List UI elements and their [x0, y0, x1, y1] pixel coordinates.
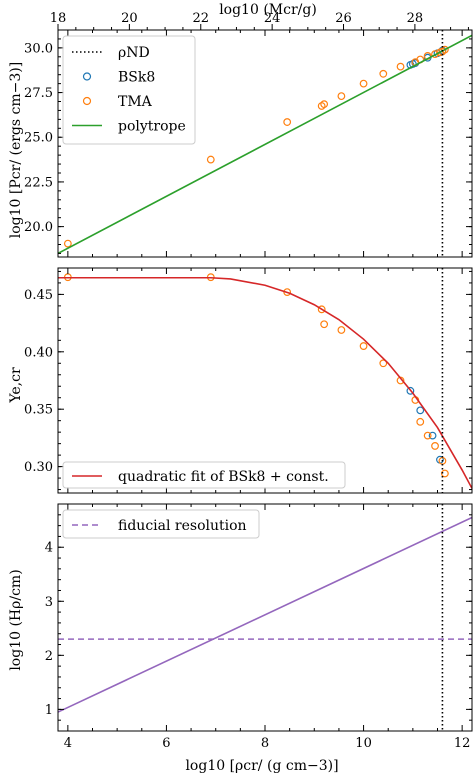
data-point-tma: [63, 239, 72, 248]
scale-height-y-label: log10 (Hρ/cm): [8, 569, 24, 670]
y-tick-label: 0.45: [24, 288, 53, 303]
legend-box: [62, 35, 196, 145]
y-tick-label: 4: [45, 541, 53, 556]
data-point-tma: [283, 118, 292, 126]
y-tick-label: 3: [45, 595, 53, 610]
top-tick-label: 22: [192, 11, 209, 26]
legend-label: polytrope: [118, 119, 186, 135]
data-point-tma: [431, 442, 439, 450]
plot-area: [58, 30, 472, 257]
legend-label: ρND: [118, 45, 150, 61]
data-point-tma: [320, 100, 329, 109]
top-tick-label: 24: [264, 11, 281, 26]
data-point-tma: [431, 50, 439, 59]
pressure-y-label: log10 [Pcr/ (ergs cm−3)]: [8, 62, 24, 238]
legend-label: fiducial resolution: [118, 518, 247, 534]
data-point-bsk8: [428, 431, 437, 440]
legend-box: [62, 461, 346, 489]
data-point-bsk8: [416, 406, 425, 415]
ye-panel: 0.30 0.35 0.40 0.45 quadratic fit of BSk8 + …: [24, 267, 473, 494]
y-tick-label: 20.0: [24, 220, 53, 235]
data-point-tma: [206, 155, 215, 164]
pressure-panel: 20.0 22.5 25.0 27.5 30.0 ρND BSk8 TMA polytrope: [24, 29, 473, 258]
legend-marker-icon: [82, 96, 92, 106]
legend-label: TMA: [118, 94, 153, 110]
data-point-bsk8: [406, 386, 415, 395]
y-tick-label: 27.5: [24, 86, 53, 101]
y-tick-label: 1: [45, 703, 53, 718]
data-point-tma: [317, 305, 326, 314]
y-tick-label: 25.0: [24, 131, 53, 146]
data-point-tma: [320, 320, 329, 329]
axes-frame: [57, 267, 473, 494]
data-point-tma: [379, 359, 388, 368]
x-tick-label: 12: [454, 736, 471, 751]
data-point-tma: [337, 326, 346, 334]
legend-marker-icon: [82, 72, 92, 81]
scale-height-legend: fiducial resolution: [62, 509, 260, 539]
x-tick-label: 6: [162, 736, 170, 751]
top-tick-label: 28: [407, 11, 424, 26]
y-tick-label: 30.0: [24, 41, 53, 56]
data-point-tma: [359, 342, 368, 350]
x-tick-label: 8: [261, 736, 269, 751]
y-tick-label: 2: [45, 649, 53, 664]
data-point-tma: [423, 431, 432, 440]
data-point-tma: [359, 79, 368, 88]
top-tick-label: 18: [50, 11, 67, 26]
y-tick-label: 0.40: [24, 345, 53, 360]
data-point-tma: [440, 469, 449, 478]
ye-legend: quadratic fit of BSk8 + const.: [62, 461, 346, 489]
top-tick-label: 20: [121, 11, 138, 26]
data-point-tma: [396, 62, 405, 71]
x-tick-label: 4: [64, 736, 72, 751]
top-mass-axis: 18 20 22 24 26 28: [50, 11, 469, 30]
data-point-tma: [416, 417, 425, 426]
series-line-polytrope: [58, 34, 472, 255]
y-tick-label: 22.5: [24, 175, 53, 190]
data-point-tma: [337, 92, 346, 101]
series-line-quadratic-fit-of-bsk8-const-: [58, 276, 472, 489]
legend-label: BSk8: [118, 70, 155, 86]
legend-box: [62, 509, 260, 539]
legend-label: quadratic fit of BSk8 + const.: [118, 469, 329, 485]
y-tick-label: 0.30: [24, 460, 53, 475]
x-tick-label: 10: [355, 736, 372, 751]
data-point-tma: [440, 45, 449, 54]
data-point-tma: [379, 69, 388, 78]
series-line-scale-height: [58, 516, 472, 713]
y-tick-label: 0.35: [24, 403, 53, 418]
x-axis-label: log10 [ρcr/ (g cm−3)]: [185, 758, 338, 774]
plot-area: [58, 504, 472, 731]
top-axis-label: log10 (Mcr/g): [219, 2, 317, 18]
top-tick-label: 26: [335, 11, 352, 26]
plot-area: [58, 268, 472, 493]
pressure-legend: ρND BSk8 TMA polytrope: [62, 35, 196, 145]
ye-y-label: Ye,cr: [8, 367, 24, 404]
